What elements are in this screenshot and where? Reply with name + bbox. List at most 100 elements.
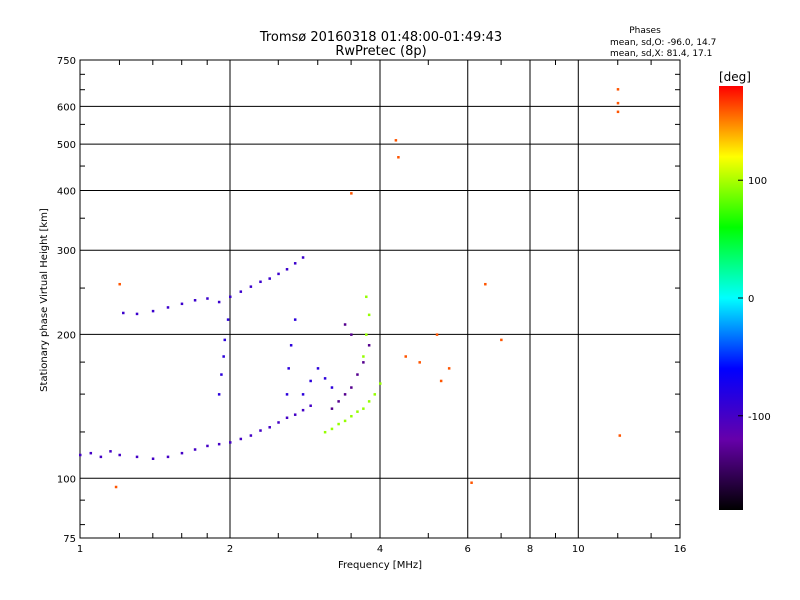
data-point [217,442,221,446]
colorbar-tick-label: 0 [748,294,754,305]
data-point [239,437,243,441]
data-point [166,455,170,459]
data-point [397,156,400,159]
x-tick-label: 8 [527,544,533,555]
data-point [309,404,312,407]
data-point [323,430,327,434]
data-point [367,400,371,403]
data-point [356,410,359,413]
data-point [99,455,103,459]
data-point [223,338,227,342]
data-point [109,450,112,453]
data-point [249,285,253,288]
data-point [373,393,377,396]
x-axis-label: Frequency [MHz] [338,560,422,571]
data-point [343,393,347,396]
data-point [418,361,421,364]
data-point [404,355,407,358]
plot-area: 1 2 4 6 8 10 16 75 100 200 300 400 500 600 750 [57,56,686,555]
data-point [118,453,121,457]
data-point [293,318,297,321]
data-point [616,101,620,105]
data-point [226,318,230,321]
data-point [343,419,347,423]
data-point [365,333,368,336]
y-tick-label: 500 [57,140,76,151]
y-tick-label: 200 [57,330,76,341]
y-axis-label: Stationary phase Virtual Height [km] [39,208,50,392]
data-point [316,367,320,370]
y-tick-label: 600 [57,102,76,113]
data-point [122,311,125,315]
grid-lines [80,60,680,538]
data-point [301,393,305,396]
x-tick-label: 4 [377,544,383,555]
data-point [301,256,305,259]
data-point [470,481,473,484]
y-tick-label: 100 [57,474,76,485]
data-point [135,455,139,459]
data-point [151,457,155,460]
data-point [135,312,139,316]
data-point [337,422,340,426]
data-point [118,282,121,286]
data-point [350,414,353,418]
data-point [439,379,443,383]
colorbar-ticks: 100 0 -100 [738,176,771,423]
minor-ticks [80,60,680,538]
data-point [222,355,225,358]
data-point [180,302,184,306]
x-tick-label: 6 [465,544,471,555]
y-tick-label: 300 [57,246,76,257]
data-point [330,427,334,431]
data-point [259,280,262,284]
data-point [379,382,382,385]
data-point [293,262,297,265]
data-point [151,309,155,313]
data-point [289,344,293,347]
data-point [330,407,334,410]
data-point [79,453,82,457]
data-point [356,373,359,376]
data-point [259,429,262,432]
stats-x-line: mean, sd,X: 81.4, 17.1 [610,49,712,59]
data-point [616,88,620,91]
data-point [287,367,290,370]
data-point [285,393,289,396]
data-point [166,306,170,309]
data-point [114,485,118,489]
x-tick-label: 1 [77,544,83,555]
data-point [616,110,620,114]
data-point [229,441,232,444]
data-point [217,300,221,304]
y-tick-label: 75 [63,534,76,545]
colorbar-label: [deg] [719,70,751,84]
data-point [285,416,289,420]
data-point [362,407,365,410]
data-point [309,379,312,383]
data-point [285,268,289,271]
data-point [249,434,253,437]
x-tick-labels: 1 2 4 6 8 10 16 [77,544,687,555]
data-point [350,192,353,195]
data-point [293,413,297,416]
data-point [206,444,209,448]
stats-heading: Phases [629,26,661,36]
data-point [193,448,197,451]
data-point [206,297,209,300]
data-point [277,272,280,276]
data-point [89,451,93,455]
y-tick-label: 400 [57,186,76,197]
data-point [268,426,271,429]
x-tick-label: 10 [572,544,585,555]
data-point [362,361,365,364]
data-point [350,333,353,336]
data-point [367,313,371,317]
data-point [435,333,439,336]
data-point [350,386,353,389]
data-point [301,408,305,412]
data-point [367,344,371,347]
data-point [394,139,398,142]
data-point [330,386,334,389]
